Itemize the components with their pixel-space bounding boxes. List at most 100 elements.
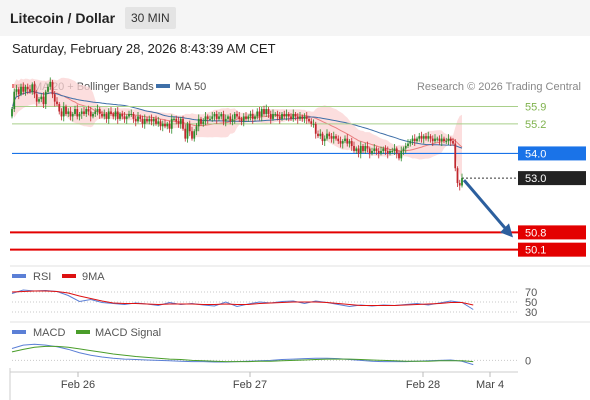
- candle-body: [155, 118, 157, 124]
- candle-body: [240, 118, 243, 122]
- candle-body: [11, 109, 13, 117]
- resistance-label: 55.9: [525, 102, 546, 114]
- candle-body: [458, 183, 461, 186]
- candle-body: [407, 143, 409, 147]
- candle-body: [164, 123, 166, 127]
- candle-body: [137, 116, 139, 122]
- candle-body: [294, 113, 297, 117]
- candle-body: [53, 94, 56, 102]
- candle-body: [461, 178, 463, 186]
- candle-body: [47, 86, 49, 92]
- candle-body: [337, 138, 340, 142]
- candle-body: [114, 111, 117, 117]
- candle-body: [206, 116, 209, 119]
- candle-body: [200, 118, 202, 124]
- candle-body: [285, 113, 288, 117]
- candle-body: [242, 116, 245, 122]
- candle-body: [51, 81, 54, 95]
- candle-body: [179, 118, 182, 124]
- candle-body: [391, 150, 394, 152]
- candle-body: [452, 141, 454, 144]
- candle-body: [299, 116, 301, 119]
- time-axis-label: Feb 28: [406, 379, 440, 391]
- candle-body: [443, 138, 445, 142]
- candle-body: [170, 118, 173, 129]
- candle-body: [83, 111, 85, 114]
- candle-body: [13, 91, 16, 110]
- candle-body: [130, 113, 133, 115]
- candles: [11, 77, 463, 191]
- candle-body: [339, 141, 342, 144]
- candle-body: [357, 148, 360, 154]
- candle-body: [96, 109, 99, 112]
- candle-body: [404, 146, 407, 149]
- interval-button[interactable]: 30 MIN: [125, 7, 176, 29]
- candle-body: [119, 113, 121, 119]
- candle-body: [254, 116, 256, 119]
- candle-body: [211, 116, 214, 119]
- candle-body: [373, 148, 376, 151]
- datetime-label: Saturday, February 28, 2026 8:43:39 AM C…: [12, 41, 276, 56]
- rsi-legend: RSI 9MA: [12, 271, 105, 283]
- rsi-series-line: [11, 290, 474, 306]
- last-price-box: [518, 171, 586, 186]
- candle-body: [49, 81, 52, 87]
- candle-body: [168, 123, 171, 129]
- candle-body: [364, 146, 367, 151]
- candle-body: [260, 109, 263, 117]
- candle-body: [29, 89, 31, 92]
- candle-body: [389, 150, 391, 154]
- macd-legend: MACD MACD Signal: [12, 327, 161, 339]
- candle-body: [382, 148, 385, 151]
- candle-body: [344, 138, 346, 142]
- candle-body: [103, 113, 106, 117]
- candle-body: [245, 116, 247, 119]
- candle-body: [438, 138, 441, 142]
- time-axis-label: Feb 27: [233, 379, 267, 391]
- candle-body: [112, 113, 115, 117]
- candle-body: [26, 86, 29, 90]
- candle-body: [222, 113, 225, 122]
- candle-body: [94, 111, 97, 114]
- candle-body: [238, 116, 241, 119]
- candle-body: [249, 113, 252, 117]
- candle-body: [393, 148, 396, 151]
- candle-body: [173, 118, 175, 120]
- candle-body: [182, 118, 184, 129]
- candle-body: [436, 138, 439, 140]
- candle-body: [80, 111, 83, 114]
- resistance-label: 55.2: [525, 119, 546, 131]
- candle-body: [353, 146, 355, 151]
- candle-body: [87, 109, 90, 112]
- candle-body: [375, 148, 378, 151]
- macd-series-line: [11, 345, 474, 363]
- legend-label-macd: MACD: [33, 327, 65, 339]
- candle-body: [209, 118, 211, 120]
- candle-body: [161, 123, 164, 127]
- candle-body: [40, 96, 43, 100]
- candle-body: [400, 150, 403, 159]
- candle-body: [233, 113, 236, 119]
- candle-body: [398, 153, 400, 159]
- candle-body: [143, 118, 146, 124]
- legend-label-9ma: 9MA: [82, 271, 105, 283]
- candle-body: [429, 136, 432, 139]
- candle-body: [314, 123, 317, 134]
- candle-body: [287, 113, 290, 117]
- candle-body: [116, 111, 119, 119]
- candle-body: [402, 148, 405, 151]
- candle-body: [341, 141, 344, 144]
- candle-body: [215, 113, 218, 119]
- candle-body: [386, 150, 389, 154]
- bollinger-band: [12, 77, 462, 180]
- time-axis-label: Mar 4: [476, 379, 504, 391]
- candle-body: [332, 136, 335, 139]
- candle-body: [380, 150, 382, 154]
- candle-body: [159, 121, 162, 127]
- candle-body: [17, 89, 20, 95]
- forecast-arrow-head: [500, 223, 513, 238]
- candle-body: [359, 146, 362, 154]
- candle-body: [308, 118, 310, 122]
- candle-body: [152, 118, 155, 122]
- candle-body: [69, 111, 72, 117]
